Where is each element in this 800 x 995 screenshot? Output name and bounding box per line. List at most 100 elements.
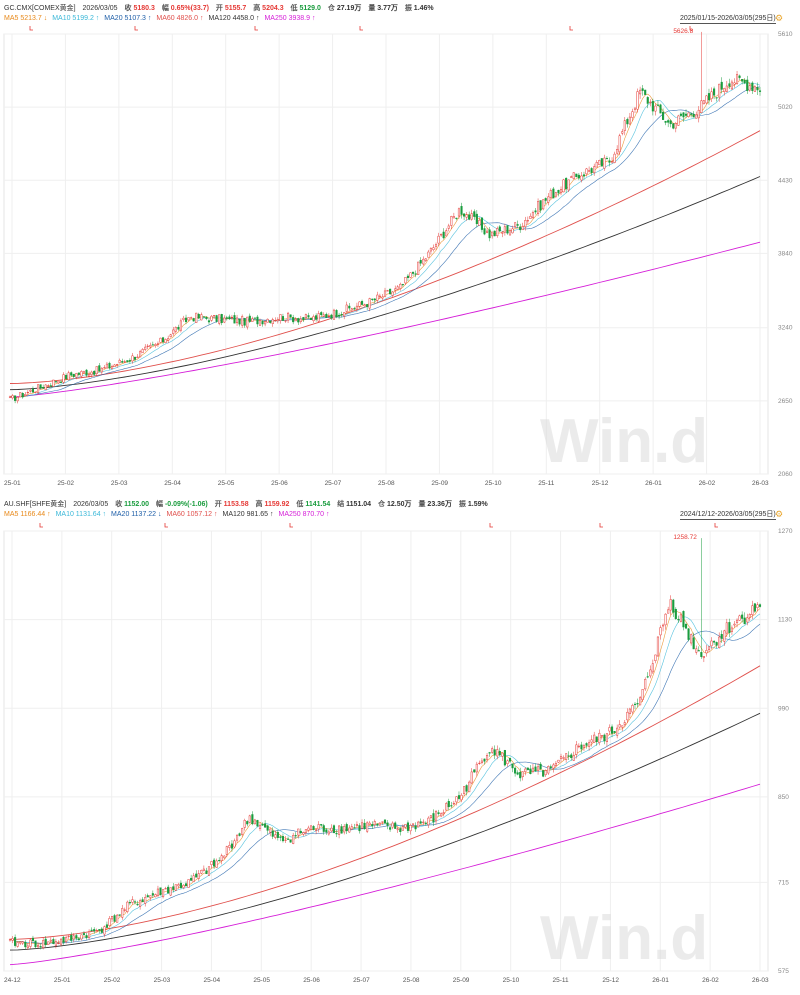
- date-range-selector[interactable]: 2024/12/12-2026/03/05(295日): [680, 511, 776, 520]
- candle-body: [241, 828, 244, 835]
- candle-body: [284, 320, 287, 322]
- high-value: 1159.92: [264, 501, 290, 508]
- candle-body: [697, 650, 700, 652]
- candle-body: [667, 120, 670, 123]
- candle-body: [646, 676, 649, 678]
- x-tick-label: 25-01: [4, 480, 21, 487]
- candle-body: [404, 277, 407, 284]
- ma10-line: [9, 613, 761, 945]
- candle-body: [626, 119, 629, 125]
- candle-body: [368, 822, 371, 825]
- candle-body: [371, 298, 374, 300]
- candle-body: [366, 822, 369, 832]
- candle-body: [133, 901, 137, 903]
- candle-body: [381, 821, 384, 823]
- candle-body: [610, 161, 614, 163]
- candle-body: [713, 641, 716, 643]
- candle-body: [8, 396, 12, 398]
- ma-legend-item: MA5 5213.7 ↓: [4, 15, 48, 22]
- candle-body: [715, 642, 718, 646]
- candle-body: [406, 275, 410, 278]
- event-marker: [689, 26, 693, 31]
- candle-body: [11, 395, 14, 399]
- candle-body: [521, 226, 524, 231]
- candle-body: [223, 855, 226, 859]
- candle-body: [103, 926, 106, 935]
- candle-body: [412, 823, 415, 825]
- candle-body: [700, 652, 703, 657]
- candle-body: [182, 317, 185, 320]
- candle-body: [258, 824, 262, 829]
- candle-body: [580, 744, 583, 750]
- y-tick-label: 3840: [778, 250, 793, 257]
- candle-body: [121, 361, 124, 363]
- candle-body: [733, 82, 736, 85]
- low-value: 1141.54: [305, 501, 331, 508]
- candle-body: [445, 230, 448, 237]
- candle-body: [177, 884, 180, 887]
- candle-body: [508, 757, 512, 762]
- settings-gear-icon[interactable]: ⚙: [775, 13, 784, 23]
- candle-body: [702, 100, 705, 105]
- candle-body: [651, 663, 654, 673]
- candle-body: [128, 360, 131, 362]
- candle-body: [174, 884, 177, 891]
- candle-body: [600, 158, 603, 167]
- candle-body: [366, 304, 369, 307]
- candle-body: [309, 825, 313, 830]
- candle-body: [559, 756, 563, 759]
- candle-body: [294, 835, 297, 837]
- x-tick-label: 26-02: [702, 977, 719, 984]
- candle-body: [218, 314, 221, 324]
- candle-body: [437, 235, 440, 244]
- candle-body: [529, 215, 532, 219]
- candle-body: [746, 617, 749, 623]
- candle-body: [235, 317, 239, 324]
- symbol-label[interactable]: GC.CMX[COMEX黄金]: [4, 5, 76, 12]
- candle-body: [751, 605, 754, 615]
- candle-body: [320, 312, 323, 316]
- candle-body: [105, 363, 108, 369]
- candle-body: [39, 946, 42, 948]
- candle-body: [616, 727, 619, 736]
- candle-body: [207, 320, 211, 323]
- candle-body: [264, 321, 267, 325]
- candle-body: [177, 326, 180, 330]
- event-marker: [569, 26, 573, 31]
- candle-body: [628, 708, 631, 715]
- candle-body: [202, 316, 205, 318]
- ma-legend: MA5 1166.44 ↑ MA10 1131.64 ↑ MA20 1137.22 …: [4, 510, 334, 520]
- volume-value: 3.77万: [377, 5, 398, 12]
- candle-body: [730, 627, 733, 632]
- candle-body: [363, 304, 366, 307]
- candle-body: [146, 895, 149, 898]
- candle-body: [82, 371, 86, 374]
- ma5-line: [9, 608, 761, 946]
- candle-body: [465, 214, 468, 218]
- candle-body: [690, 634, 693, 644]
- candle-body: [501, 752, 504, 757]
- candle-body: [440, 813, 443, 817]
- candle-body: [65, 375, 68, 380]
- candle-body: [623, 722, 626, 725]
- candle-body: [355, 824, 358, 827]
- candle-body: [735, 619, 739, 623]
- candle-body: [442, 812, 445, 814]
- candle-body: [710, 91, 713, 99]
- candle-body: [646, 97, 649, 104]
- y-tick-label: 990: [778, 705, 789, 712]
- candle-body: [24, 941, 27, 948]
- candle-body: [491, 748, 494, 753]
- symbol-label[interactable]: AU.SHF[SHFE黄金]: [4, 501, 67, 508]
- settings-gear-icon[interactable]: ⚙: [775, 509, 784, 519]
- candle-body: [470, 771, 473, 784]
- candle-body: [67, 372, 70, 381]
- candle-body: [725, 622, 728, 634]
- candle-body: [21, 393, 24, 398]
- ma-legend-item: MA20 5107.3 ↑: [104, 15, 152, 22]
- candle-body: [187, 317, 190, 321]
- candle-body: [179, 882, 182, 889]
- candle-body: [118, 359, 121, 364]
- date-range-selector[interactable]: 2025/01/15-2026/03/05(295日): [680, 15, 776, 24]
- candle-body: [633, 703, 637, 705]
